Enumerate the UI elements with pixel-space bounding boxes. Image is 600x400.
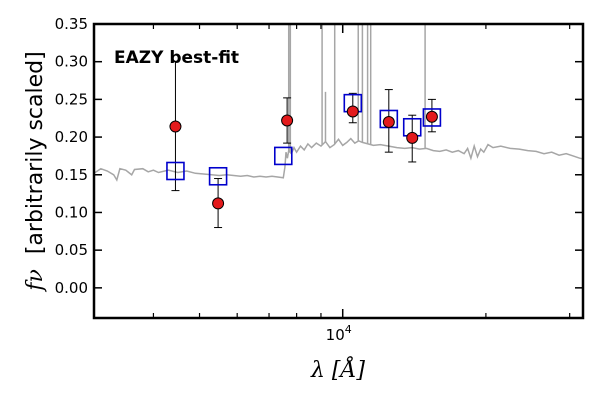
plot-frame (92, 22, 585, 320)
y-tick-labels: 0.00 0.05 0.10 0.15 0.20 0.25 0.30 0.35 (55, 15, 88, 297)
observed-point (346, 105, 359, 118)
model-spectrum (94, 24, 583, 182)
x-tick-label: 104 (326, 323, 352, 344)
y-tick-label: 0.30 (55, 53, 88, 71)
y-tick-label: 0.00 (55, 279, 88, 297)
model-spectrum-line (94, 137, 583, 182)
y-tick-label: 0.15 (55, 166, 88, 184)
axis-ticks (93, 23, 583, 318)
y-tick-label: 0.05 (55, 241, 88, 259)
observed-point (169, 120, 182, 133)
model-photometry-square (166, 161, 185, 181)
observed-photometry-points (169, 105, 438, 210)
x-axis-title: λ [Å] (310, 355, 365, 383)
observed-point (382, 116, 395, 128)
model-photometry-square (273, 146, 293, 166)
model-photometry-square (422, 108, 442, 127)
y-tick-label: 0.10 (55, 203, 88, 221)
model-photometry-squares (166, 93, 442, 186)
x-tick-labels: 104 (326, 323, 352, 344)
observed-point (406, 131, 419, 144)
y-tick-label: 0.35 (55, 15, 88, 33)
y-axis-title-math: fν (23, 269, 48, 293)
observed-point (425, 110, 438, 123)
observed-point (281, 114, 294, 127)
y-axis-title: fν [arbitrarily scaled] (23, 51, 48, 292)
y-tick-label: 0.20 (55, 128, 88, 146)
error-bars (171, 61, 436, 229)
model-photometry-square (208, 166, 228, 186)
svg-text:fν [arbitrarily scaled]: fν [arbitrarily scaled] (23, 51, 48, 292)
observed-point (212, 197, 225, 210)
y-tick-label: 0.25 (55, 90, 88, 108)
annotation-label: EAZY best-fit (114, 48, 239, 68)
y-axis-title-text: [arbitrarily scaled] (23, 51, 48, 254)
